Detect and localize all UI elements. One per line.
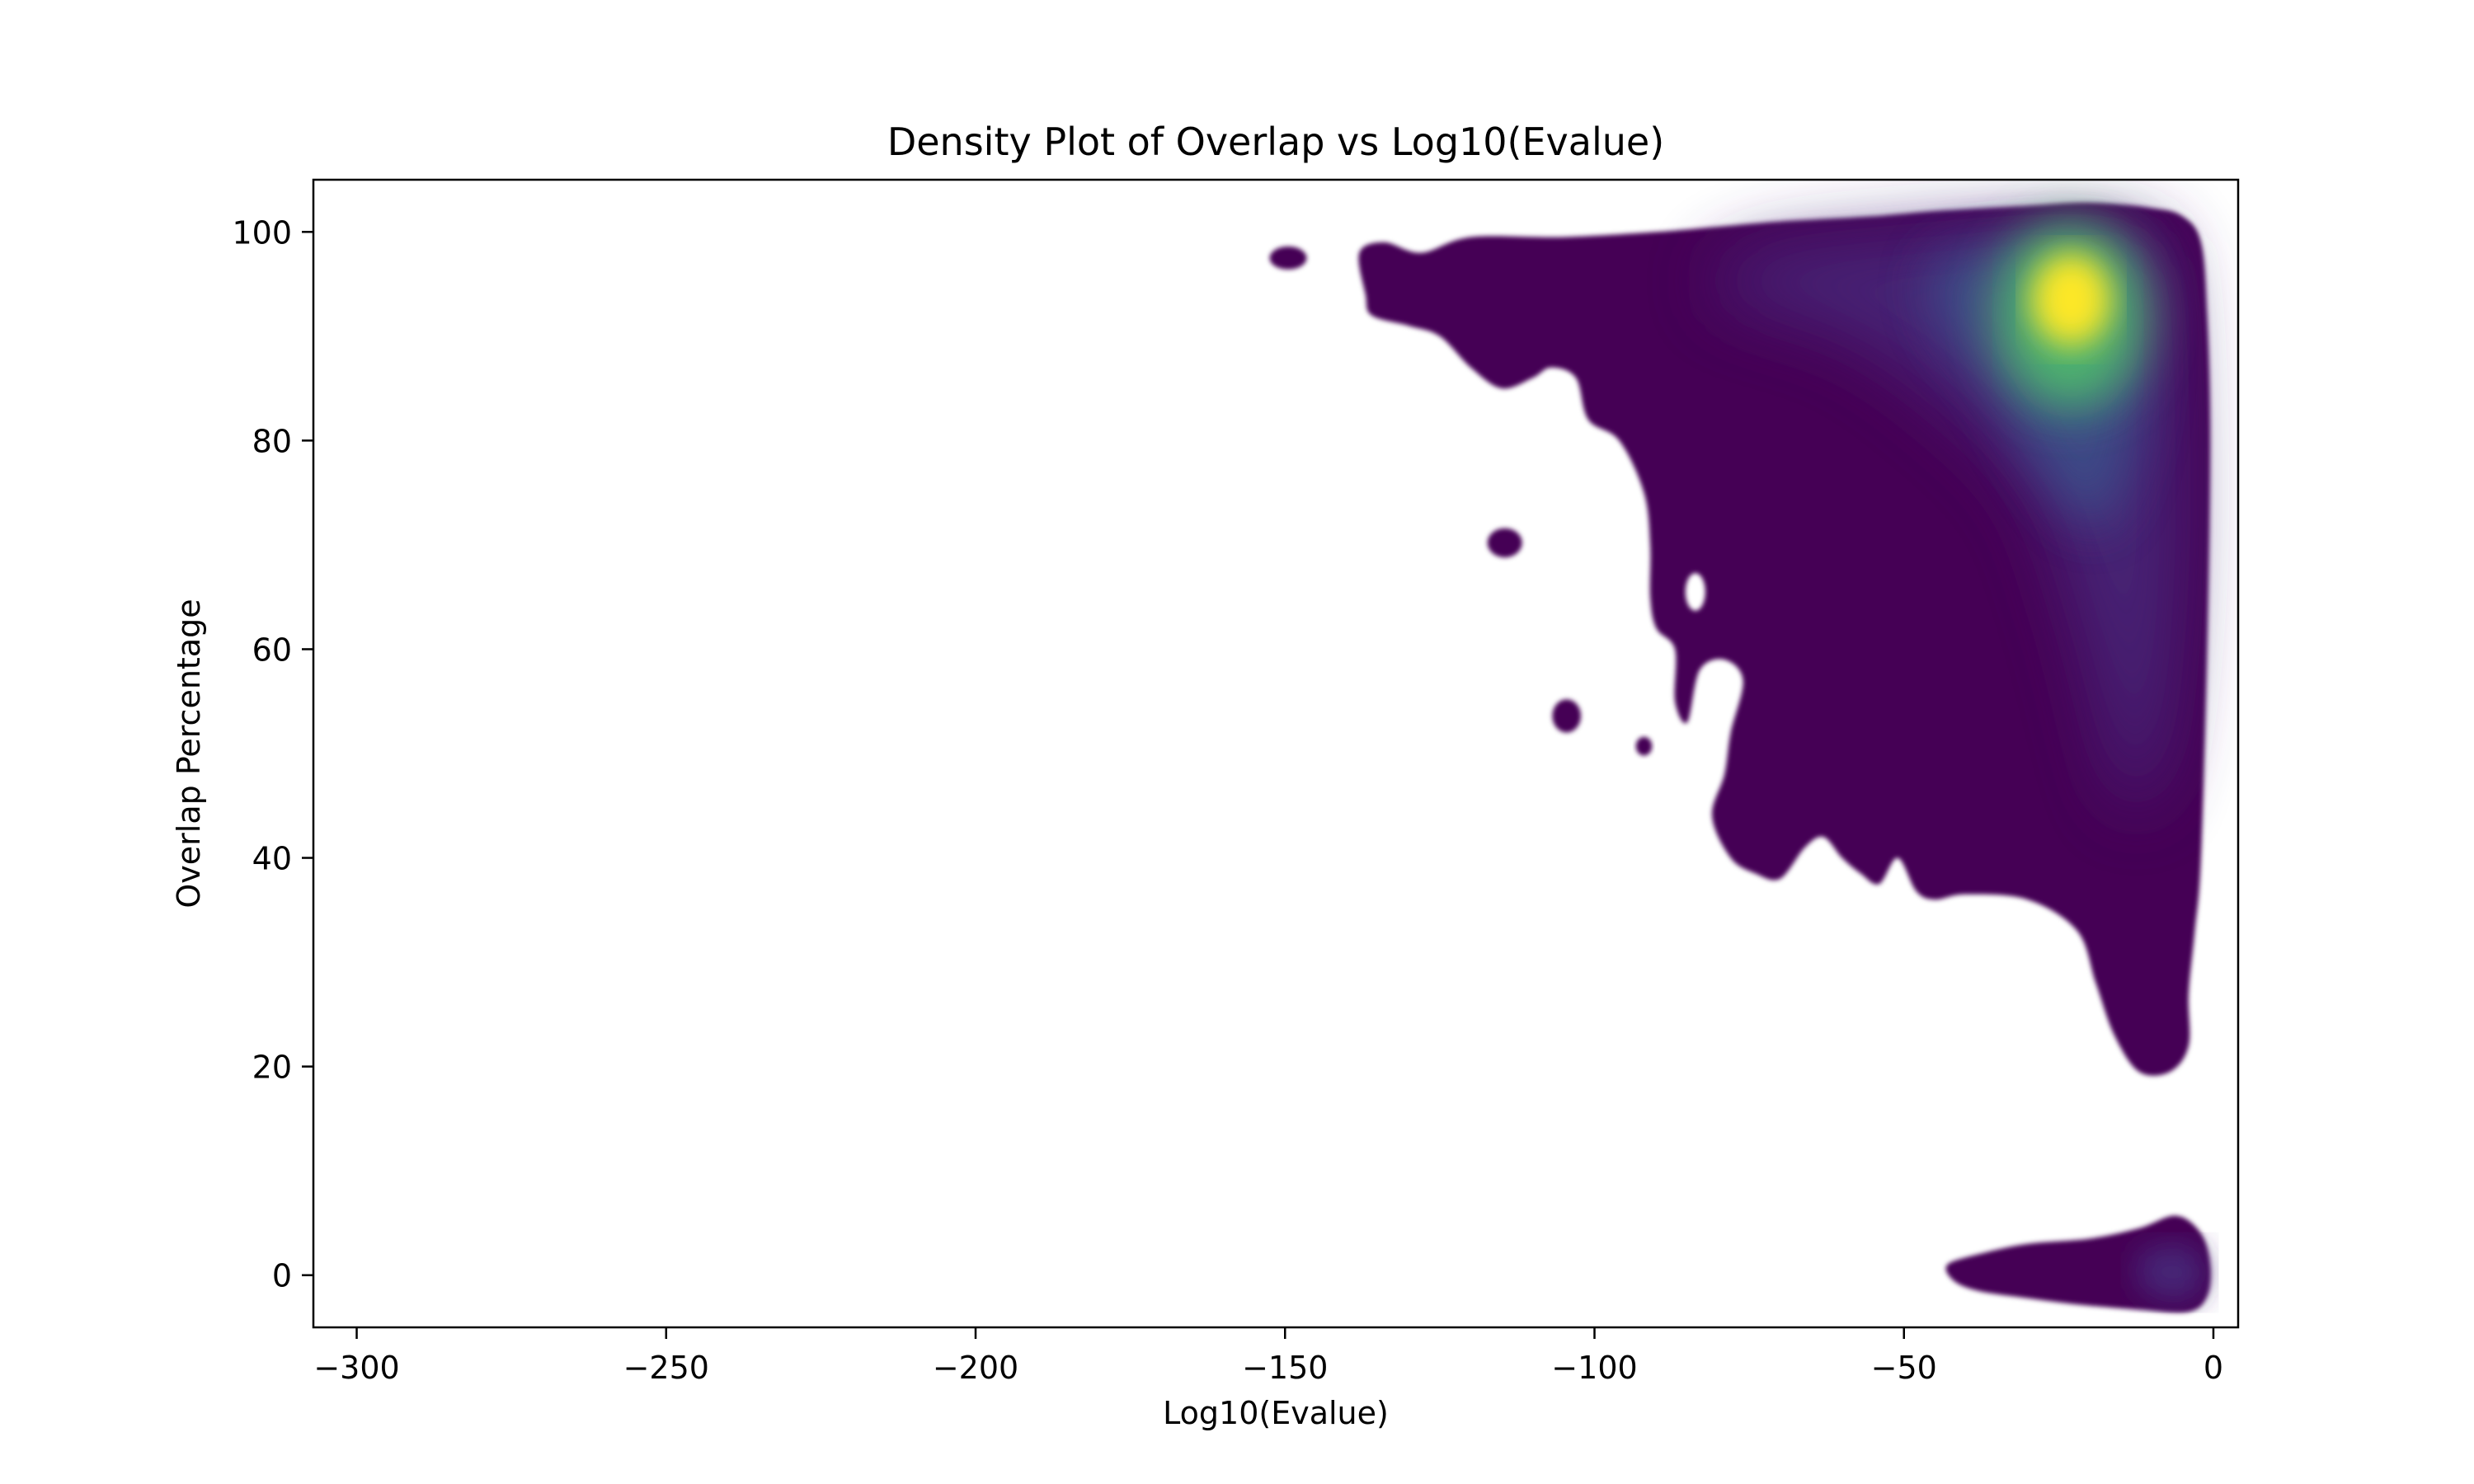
density-region-island-150 [1269, 247, 1307, 270]
y-axis-label: Overlap Percentage [171, 599, 207, 908]
x-tick-label: −100 [1551, 1350, 1637, 1386]
x-tick-label: 0 [2204, 1350, 2223, 1386]
chart-title: Density Plot of Overlap vs Log10(Evalue) [887, 120, 1664, 164]
x-axis-label: Log10(Evalue) [1163, 1395, 1389, 1431]
y-tick-label: 20 [252, 1050, 292, 1086]
plot-frame [312, 178, 2240, 1329]
density-region-bottom-strip-core [2134, 1243, 2205, 1302]
y-tick-label: 0 [272, 1258, 292, 1294]
density-peak [2031, 253, 2111, 346]
density-region-island-105 [1552, 699, 1581, 733]
plot-area [1269, 202, 2211, 1313]
x-tick-label: −150 [1242, 1350, 1328, 1386]
density-region-island-115 [1487, 528, 1522, 558]
x-tick-label: −300 [313, 1350, 399, 1386]
y-tick-label: 60 [252, 632, 292, 668]
x-axis: −300 −250 −200 −150 −100 −50 0 [313, 1327, 2223, 1386]
y-tick-label: 40 [252, 841, 292, 877]
y-tick-label: 80 [252, 423, 292, 459]
x-tick-label: −50 [1871, 1350, 1937, 1386]
x-tick-label: −250 [623, 1350, 709, 1386]
y-axis: 0 20 40 60 80 100 [232, 214, 313, 1294]
density-region-island-92 [1635, 736, 1653, 756]
y-tick-label: 100 [232, 214, 292, 251]
density-gradient-layers [1685, 219, 2205, 1302]
density-gap-hole-84 [1685, 573, 1705, 611]
x-tick-label: −200 [933, 1350, 1018, 1386]
